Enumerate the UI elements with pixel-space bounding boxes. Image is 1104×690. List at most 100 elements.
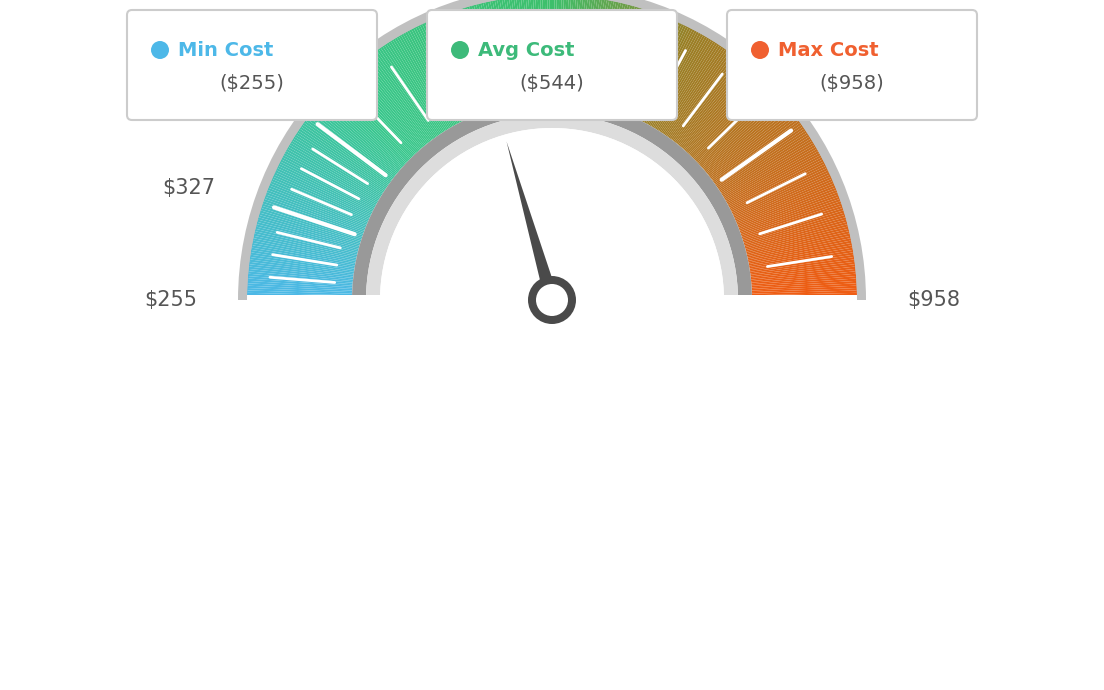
- Wedge shape: [250, 257, 354, 273]
- Wedge shape: [650, 34, 703, 126]
- Wedge shape: [314, 108, 397, 175]
- Wedge shape: [652, 37, 708, 128]
- Wedge shape: [247, 295, 352, 299]
- Wedge shape: [414, 27, 463, 122]
- Wedge shape: [617, 12, 654, 111]
- Wedge shape: [752, 295, 857, 299]
- Text: $255: $255: [144, 290, 197, 310]
- Wedge shape: [572, 0, 585, 101]
- Wedge shape: [355, 65, 425, 147]
- Wedge shape: [316, 106, 397, 174]
- Wedge shape: [456, 10, 490, 110]
- Wedge shape: [248, 269, 353, 282]
- Wedge shape: [750, 250, 853, 268]
- Text: $399: $399: [242, 77, 295, 97]
- Wedge shape: [555, 0, 560, 100]
- Wedge shape: [582, 0, 599, 102]
- Wedge shape: [740, 197, 840, 234]
- Wedge shape: [751, 264, 856, 278]
- Wedge shape: [721, 137, 810, 194]
- Wedge shape: [507, 0, 523, 102]
- Wedge shape: [746, 231, 850, 257]
- Wedge shape: [745, 221, 848, 250]
- Wedge shape: [533, 0, 541, 100]
- Wedge shape: [750, 253, 853, 270]
- Wedge shape: [668, 52, 731, 138]
- Wedge shape: [523, 0, 534, 101]
- Wedge shape: [707, 106, 788, 174]
- Wedge shape: [697, 90, 774, 163]
- Wedge shape: [728, 155, 821, 206]
- Wedge shape: [331, 88, 408, 162]
- Wedge shape: [238, 0, 866, 300]
- Wedge shape: [750, 255, 854, 272]
- Wedge shape: [294, 137, 383, 194]
- Wedge shape: [320, 100, 401, 170]
- Wedge shape: [696, 88, 773, 162]
- Wedge shape: [363, 59, 429, 143]
- Wedge shape: [693, 84, 769, 159]
- Wedge shape: [433, 18, 476, 116]
- Wedge shape: [712, 117, 797, 181]
- Wedge shape: [431, 19, 474, 117]
- Wedge shape: [253, 238, 357, 261]
- Wedge shape: [354, 66, 423, 148]
- Wedge shape: [713, 119, 799, 182]
- Wedge shape: [651, 35, 705, 127]
- Wedge shape: [521, 0, 533, 101]
- Wedge shape: [391, 40, 447, 130]
- Text: ($544): ($544): [520, 74, 584, 92]
- Wedge shape: [256, 224, 359, 252]
- Wedge shape: [744, 213, 845, 244]
- Wedge shape: [444, 14, 482, 113]
- Wedge shape: [739, 193, 838, 230]
- Wedge shape: [495, 0, 516, 104]
- Wedge shape: [450, 12, 487, 111]
- Wedge shape: [247, 293, 352, 297]
- Wedge shape: [420, 24, 467, 119]
- Wedge shape: [365, 57, 431, 142]
- Wedge shape: [614, 10, 648, 110]
- Wedge shape: [588, 0, 609, 104]
- Wedge shape: [304, 121, 390, 184]
- Wedge shape: [267, 190, 365, 229]
- Wedge shape: [337, 83, 412, 159]
- Wedge shape: [247, 283, 352, 290]
- Wedge shape: [734, 172, 830, 218]
- Wedge shape: [435, 17, 477, 115]
- Wedge shape: [308, 115, 393, 180]
- Wedge shape: [574, 0, 587, 101]
- Wedge shape: [305, 119, 391, 182]
- Wedge shape: [424, 22, 469, 119]
- Wedge shape: [259, 210, 361, 243]
- Wedge shape: [752, 288, 857, 294]
- Wedge shape: [422, 23, 468, 119]
- Wedge shape: [290, 141, 382, 197]
- Wedge shape: [371, 53, 435, 139]
- Wedge shape: [405, 32, 457, 125]
- Wedge shape: [744, 215, 846, 246]
- Wedge shape: [251, 248, 355, 267]
- Wedge shape: [563, 0, 571, 100]
- Wedge shape: [752, 279, 857, 288]
- Wedge shape: [484, 2, 508, 105]
- Wedge shape: [622, 14, 660, 113]
- Wedge shape: [250, 255, 354, 272]
- Wedge shape: [743, 210, 845, 243]
- Wedge shape: [273, 175, 370, 219]
- Wedge shape: [699, 93, 777, 166]
- Wedge shape: [280, 159, 374, 209]
- Wedge shape: [730, 159, 824, 209]
- Wedge shape: [289, 143, 381, 198]
- Wedge shape: [664, 46, 723, 135]
- Wedge shape: [688, 76, 761, 154]
- Wedge shape: [701, 97, 781, 168]
- Wedge shape: [746, 229, 849, 255]
- Wedge shape: [661, 45, 721, 134]
- Wedge shape: [751, 259, 854, 275]
- FancyBboxPatch shape: [127, 10, 376, 120]
- Wedge shape: [626, 17, 667, 115]
- Wedge shape: [571, 0, 583, 101]
- Wedge shape: [509, 0, 526, 102]
- Wedge shape: [467, 6, 498, 108]
